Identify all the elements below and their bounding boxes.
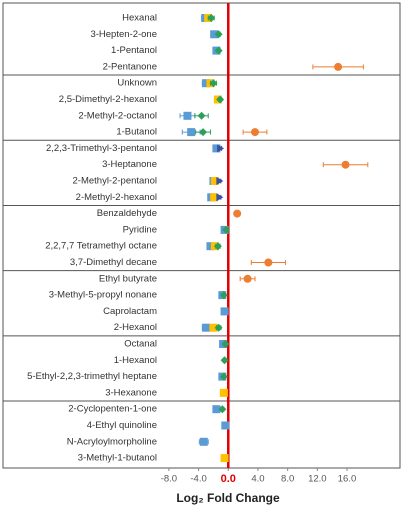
point — [197, 111, 206, 120]
category-label: 2-Pentanone — [103, 61, 157, 72]
x-tick-label: 8.0 — [281, 474, 294, 485]
point — [221, 340, 230, 348]
point — [199, 437, 208, 446]
point — [216, 177, 224, 185]
category-label: Benzaldehyde — [97, 208, 157, 219]
point — [334, 62, 343, 71]
x-tick-label: -8.0 — [161, 474, 177, 485]
point — [210, 193, 219, 202]
point — [219, 388, 228, 397]
category-label: 2,2,3-Trimethyl-3-pentanol — [46, 143, 157, 154]
point — [213, 242, 222, 251]
category-label: 3,7-Dimethyl decane — [70, 257, 157, 268]
point — [222, 225, 231, 234]
point — [210, 30, 219, 39]
category-label: 2-Hexanol — [114, 322, 157, 333]
category-label: Pyridine — [123, 224, 157, 235]
point — [202, 79, 211, 88]
point — [214, 30, 223, 39]
point — [206, 242, 215, 251]
point — [250, 128, 259, 137]
point — [220, 307, 229, 316]
category-label: Ethyl butyrate — [99, 273, 157, 284]
plot-frame — [2, 2, 401, 469]
point — [233, 209, 242, 218]
point — [212, 144, 221, 153]
category-label: 3-Methyl-5-propyl nonane — [49, 290, 157, 301]
category-label: 2-Methyl-2-hexanol — [76, 192, 157, 203]
point — [243, 274, 252, 283]
point — [209, 79, 218, 88]
category-label: 2,2,7,7 Tetramethyl octane — [45, 241, 157, 252]
point — [217, 144, 225, 153]
point — [199, 128, 208, 137]
category-label: N-Acryloylmorpholine — [67, 436, 157, 447]
point — [264, 258, 273, 267]
category-label: 1-Butanol — [116, 127, 157, 138]
point — [214, 323, 223, 332]
x-tick-label: 12.0 — [308, 474, 327, 485]
category-label: 2-Methyl-2-pentanol — [73, 176, 158, 187]
category-label: 3-Methyl-1-butanol — [78, 453, 157, 464]
point — [187, 128, 196, 137]
category-label: 5-Ethyl-2,2,3-trimethyl heptane — [27, 371, 157, 382]
point — [209, 323, 218, 332]
point — [216, 95, 225, 104]
category-label: Caprolactam — [103, 306, 157, 317]
point — [212, 405, 221, 414]
x-tick-label: 0.0 — [221, 473, 236, 485]
point — [220, 454, 229, 463]
point — [221, 421, 230, 430]
point — [218, 405, 227, 414]
point — [202, 323, 211, 332]
x-tick-label: 4.0 — [251, 474, 264, 485]
category-label: 3-Heptanone — [102, 159, 157, 170]
point — [219, 291, 228, 300]
category-label: 4-Ethyl quinoline — [87, 420, 157, 431]
point — [216, 193, 224, 202]
category-label: 2-Methyl-2-octanol — [78, 110, 157, 121]
category-label: 1-Hexanol — [114, 355, 157, 366]
point — [210, 177, 219, 185]
point — [183, 111, 192, 120]
category-label: 3-Hexanone — [105, 387, 157, 398]
x-tick-label: 16.0 — [338, 474, 357, 485]
point — [219, 372, 228, 381]
point — [214, 46, 223, 55]
x-axis-label: Log₂ Fold Change — [176, 491, 280, 505]
category-label: 3-Hepten-2-one — [90, 29, 157, 40]
x-tick-label: -4.0 — [190, 474, 206, 485]
point — [220, 356, 229, 365]
category-label: Octanal — [124, 339, 157, 350]
category-label: 2-Cyclopenten-1-one — [68, 404, 157, 415]
category-label: 1-Pentanol — [111, 45, 157, 56]
point — [207, 14, 216, 22]
point — [341, 160, 350, 169]
category-label: 2,5-Dimethyl-2-hexanol — [59, 94, 157, 105]
category-label: Hexanal — [122, 13, 157, 24]
category-label: Unknown — [117, 78, 157, 89]
